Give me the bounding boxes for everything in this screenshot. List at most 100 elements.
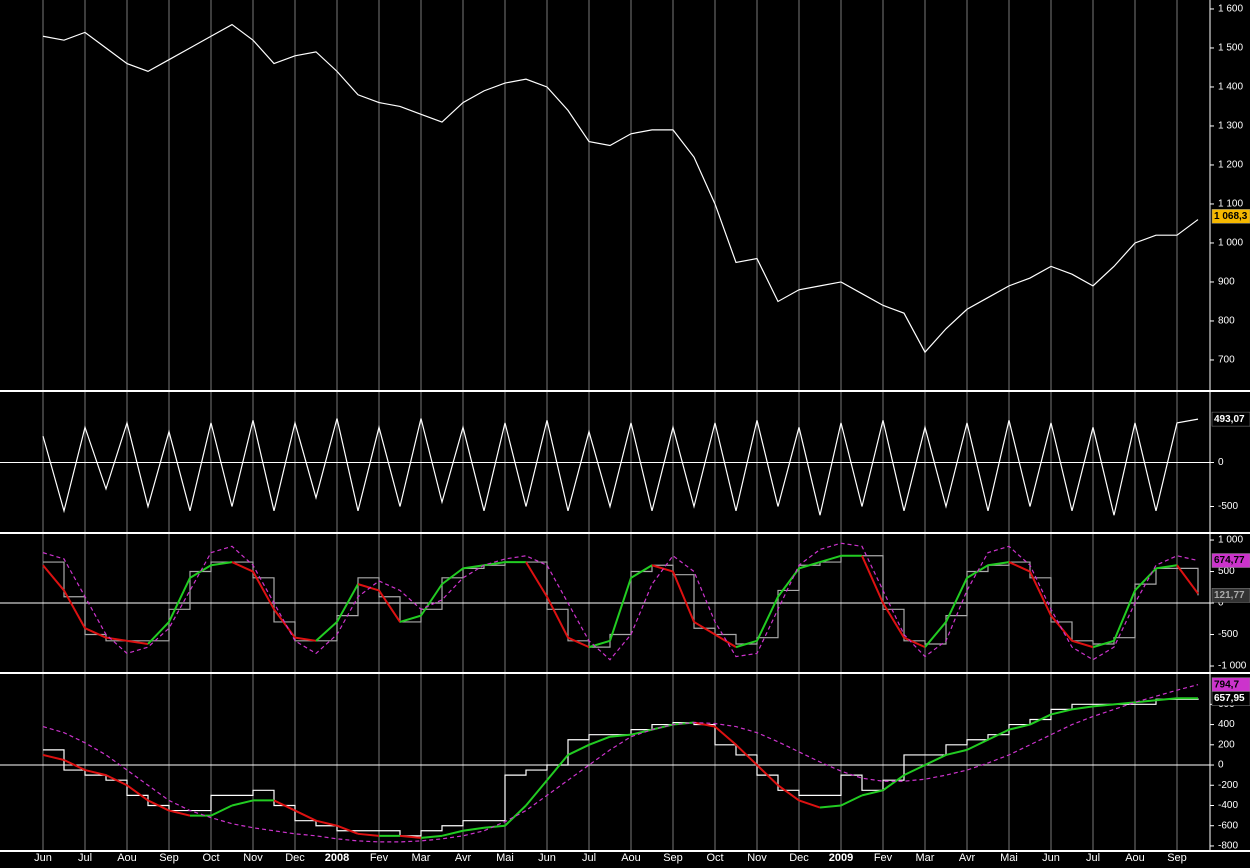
x-tick-label: Mar: [916, 852, 935, 864]
series-segment: [567, 636, 590, 649]
x-tick-label: Jun: [538, 852, 556, 864]
y-tick-label: 1 200: [1218, 160, 1243, 171]
series-segment: [819, 804, 842, 809]
series-segment: [483, 561, 506, 567]
x-tick-label: Dec: [285, 852, 305, 864]
x-tick-label: Mai: [496, 852, 514, 864]
x-tick-label: Sep: [663, 852, 683, 864]
series-segment: [1071, 705, 1094, 711]
series-segment: [819, 554, 842, 564]
x-tick-label: Mar: [412, 852, 431, 864]
series-segment: [1176, 564, 1199, 595]
series-segment: [882, 602, 905, 639]
series-segment: [567, 743, 590, 756]
y-tick-label: 900: [1218, 277, 1235, 288]
series-segment: [609, 733, 632, 738]
series-segment: [399, 614, 422, 623]
series-segment: [378, 589, 401, 623]
series-segment: [1155, 564, 1178, 570]
y-tick-label: -400: [1218, 800, 1238, 811]
y-tick-label: 700: [1218, 355, 1235, 366]
series-segment: [987, 728, 1010, 741]
x-tick-label: Oct: [706, 852, 723, 864]
y-tick-label: 200: [1218, 739, 1235, 750]
series-segment: [903, 764, 926, 777]
series-segment: [1113, 590, 1136, 642]
y-tick-label: -500: [1218, 629, 1238, 640]
series-segment: [168, 577, 191, 623]
series-segment: [861, 555, 884, 604]
series-segment: [1134, 699, 1157, 704]
x-tick-label: Fev: [370, 852, 389, 864]
series-segment: [273, 608, 296, 639]
series-segment: [630, 564, 653, 579]
series-segment: [882, 774, 905, 792]
series-segment: [210, 561, 233, 567]
x-tick-label: Avr: [959, 852, 976, 864]
series-segment: [735, 639, 758, 649]
series-segment: [1092, 703, 1115, 708]
series-segment: [420, 834, 443, 839]
last-value-label: 493,07: [1214, 414, 1245, 425]
last-value-label: 121,77: [1214, 590, 1245, 601]
last-value-box: [1211, 411, 1250, 427]
series-segment: [840, 794, 863, 807]
y-tick-label: -800: [1218, 841, 1238, 852]
series-segment: [315, 819, 338, 827]
x-tick-label: 2008: [325, 852, 349, 864]
series-segment: [588, 735, 611, 746]
series-segment: [252, 571, 275, 610]
last-value-box: [1211, 691, 1250, 706]
y-tick-label: 1 000: [1218, 238, 1243, 249]
series-segment: [735, 744, 758, 766]
series-segment: [168, 809, 191, 817]
series-segment: [1050, 708, 1073, 716]
series-segment: [588, 639, 611, 649]
series-segment: [357, 832, 380, 837]
series-segment: [1029, 713, 1052, 726]
series-segment: [903, 636, 926, 649]
series-segment: [945, 748, 968, 756]
series-segment: [693, 621, 716, 636]
series-segment: [462, 826, 485, 832]
y-tick-label: -1 000: [1218, 661, 1247, 672]
series-line: [42, 418, 1199, 516]
series-segment: [210, 804, 233, 817]
x-tick-label: Aou: [621, 852, 641, 864]
series-segment: [1071, 639, 1094, 649]
series-segment: [336, 583, 359, 623]
series-segment: [756, 596, 779, 642]
series-segment: [861, 789, 884, 797]
series-segment: [945, 577, 968, 623]
series-segment: [504, 804, 527, 827]
series-segment: [525, 779, 548, 807]
y-tick-label: 1 300: [1218, 121, 1243, 132]
series-segment: [147, 621, 170, 645]
x-tick-label: Sep: [159, 852, 179, 864]
series-segment: [546, 754, 569, 781]
series-segment: [1113, 701, 1136, 706]
x-tick-label: Nov: [747, 852, 767, 864]
last-value-label: 794,7: [1214, 679, 1239, 690]
x-tick-label: Jul: [1086, 852, 1100, 864]
x-tick-label: Jul: [78, 852, 92, 864]
y-tick-label: 1 100: [1218, 199, 1243, 210]
series-segment: [651, 723, 674, 731]
last-value-label: 1 068,3: [1214, 211, 1248, 222]
series-segment: [399, 834, 422, 839]
series-segment: [189, 564, 212, 579]
series-segment: [714, 725, 737, 746]
series-segment: [315, 621, 338, 642]
series-segment: [672, 721, 695, 726]
series-segment: [1092, 639, 1115, 649]
series-segment: [357, 583, 380, 592]
last-value-label: 674,77: [1214, 555, 1245, 566]
series-segment: [294, 636, 317, 642]
series-segment: [609, 577, 632, 642]
last-value-box: [1211, 553, 1250, 568]
series-segment: [105, 774, 128, 787]
series-line: [42, 684, 1199, 843]
